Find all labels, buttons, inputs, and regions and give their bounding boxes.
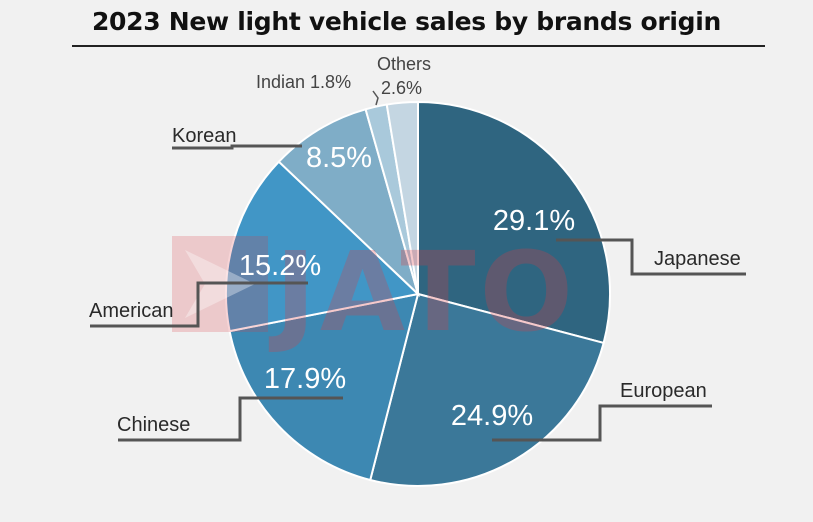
chart-title: 2023 New light vehicle sales by brands o… <box>91 7 722 36</box>
leader-american <box>90 281 308 328</box>
label-european: European <box>620 380 707 402</box>
leader-chinese <box>118 396 343 442</box>
pct-label-european: 24.9% <box>451 400 533 432</box>
pie-slices <box>225 100 611 487</box>
label-korean: Korean <box>172 125 237 147</box>
pie-slice-korean <box>277 108 420 298</box>
percentage-labels: 29.1% 24.9% 17.9% 15.2% 8.5% <box>239 142 575 432</box>
title-underline <box>72 45 765 47</box>
pct-label-chinese: 17.9% <box>264 363 346 395</box>
pie-slice-european <box>369 292 605 487</box>
label-indian: Indian 1.8% <box>256 72 351 92</box>
leader-indian <box>372 90 379 106</box>
pie-slice-japanese <box>417 100 611 345</box>
pie-slice-american <box>225 160 421 333</box>
pct-label-korean: 8.5% <box>306 142 372 174</box>
leader-lines <box>90 90 746 442</box>
label-japanese: Japanese <box>654 248 741 270</box>
jato-watermark: JATO <box>172 228 577 356</box>
leader-european <box>492 404 712 442</box>
watermark-text: JATO <box>268 228 577 356</box>
pie-slice-chinese <box>228 292 420 482</box>
label-chinese: Chinese <box>117 414 190 436</box>
category-labels: Japanese European Chinese American Korea… <box>89 54 741 436</box>
pct-label-american: 15.2% <box>239 250 321 282</box>
label-others-pct: 2.6% <box>381 78 422 98</box>
leader-korean <box>172 144 302 150</box>
label-american: American <box>89 300 173 322</box>
leader-japanese <box>556 238 746 276</box>
label-others: Others <box>377 54 431 74</box>
pie-slice-others <box>385 100 419 295</box>
pct-label-japanese: 29.1% <box>493 205 575 237</box>
